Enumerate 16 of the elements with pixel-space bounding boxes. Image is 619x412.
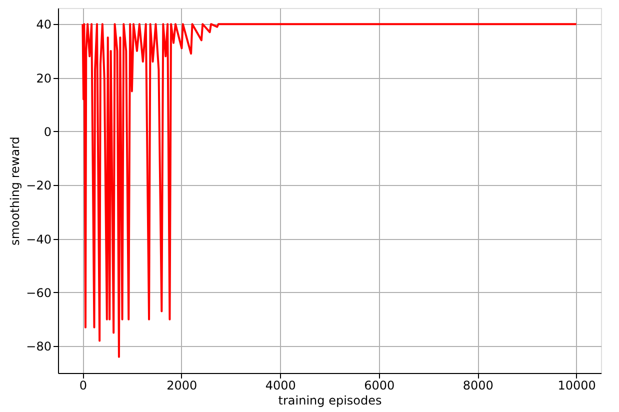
x-tick-label: 0 [79, 378, 87, 392]
x-axis-title: training episodes [278, 394, 382, 408]
y-tick-label: 20 [36, 71, 52, 86]
y-tick-label: −80 [26, 340, 52, 354]
x-tick-label: 2000 [166, 378, 198, 392]
x-tick-label: 4000 [265, 378, 296, 392]
y-tick-label: 40 [36, 18, 52, 32]
x-tick-label: 6000 [364, 378, 395, 392]
x-tick-label: 10000 [558, 378, 596, 392]
y-tick-label: −60 [26, 286, 52, 300]
line-series [82, 23, 578, 358]
y-tick-label: −40 [26, 232, 52, 246]
y-tick-label: 0 [44, 124, 52, 139]
y-tick-label: −20 [26, 178, 52, 193]
y-axis-title: smoothing reward [8, 136, 22, 246]
x-tick-label: 8000 [462, 378, 494, 392]
